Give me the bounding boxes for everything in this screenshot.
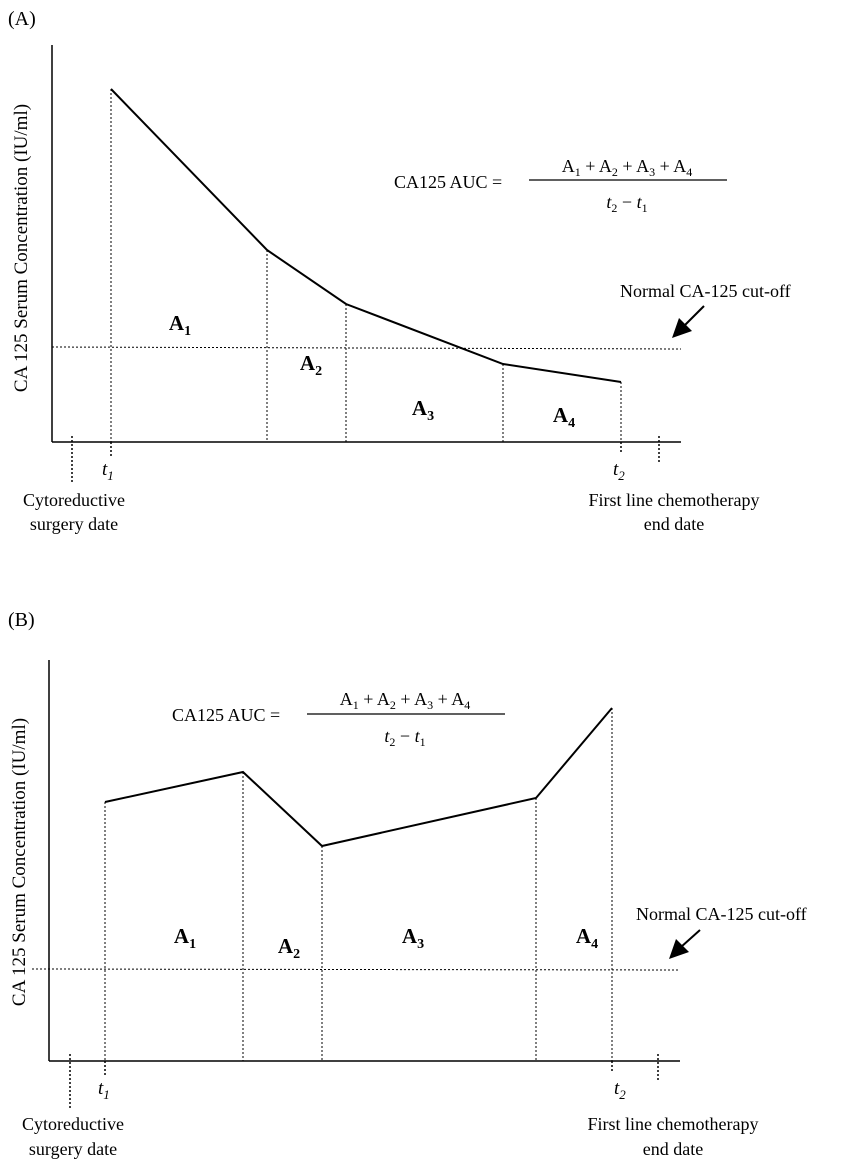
panel-b-formula-numerator: A1 + A2 + A3 + A4: [340, 689, 471, 712]
panel-a-cutoff-arrowhead: [672, 318, 692, 338]
panel-b-cutoff-arrow: [680, 929, 701, 948]
panel-a-tag: (A): [8, 8, 36, 30]
panel-b-t1-label: t1: [98, 1078, 110, 1102]
panel-b-formula-denominator: t2 − t1: [384, 726, 425, 749]
panel-a-area-a2: A2: [300, 351, 322, 379]
panel-a-area-a4: A4: [553, 403, 575, 431]
panel-a-surgery-label-line1: Cytoreductive: [23, 490, 125, 510]
panel-a-area-a3: A3: [412, 396, 434, 424]
panel-a-surgery-label-line2: surgery date: [30, 514, 118, 534]
panel-a-t1-label: t1: [102, 459, 114, 483]
panel-b-area-a2: A2: [278, 934, 300, 962]
panel-a-t2-label: t2: [613, 459, 625, 483]
panel-b-area-a1: A1: [174, 924, 196, 952]
panel-b-t2-label: t2: [614, 1078, 626, 1102]
panel-b-y-axis-label: CA 125 Serum Concentration (IU/ml): [9, 718, 30, 1006]
panel-b-chemo-end-label-line2: end date: [643, 1139, 703, 1159]
panel-a-cutoff-arrow: [683, 305, 705, 327]
panel-a-cutoff-label: Normal CA-125 cut-off: [620, 281, 791, 301]
panel-b-surgery-label-line2: surgery date: [29, 1139, 117, 1159]
panel-a: (A) CA 125 Serum Concentration (IU/ml) A…: [8, 8, 791, 534]
panel-a-area-a1: A1: [169, 311, 191, 339]
panel-a-cutoff-line: [51, 346, 682, 350]
panel-a-formula-numerator: A1 + A2 + A3 + A4: [562, 156, 693, 179]
panel-b-surgery-label-line1: Cytoreductive: [22, 1114, 124, 1134]
panel-a-concentration-curve: [110, 88, 622, 383]
panel-b-cutoff-label: Normal CA-125 cut-off: [636, 904, 807, 924]
panel-b-auc-formula: CA125 AUC = A1 + A2 + A3 + A4 t2 − t1: [172, 689, 505, 749]
panel-a-formula-lhs: CA125 AUC =: [394, 172, 502, 192]
panel-b-concentration-curve: [104, 707, 613, 848]
panel-b: (B) CA 125 Serum Concentration (IU/ml) A…: [8, 609, 807, 1159]
panel-a-auc-formula: CA125 AUC = A1 + A2 + A3 + A4 t2 − t1: [394, 156, 727, 215]
panel-b-area-a3: A3: [402, 924, 424, 952]
panel-b-area-a4: A4: [576, 924, 598, 952]
panel-b-cutoff-arrowhead: [669, 939, 689, 959]
panel-b-chemo-end-label-line1: First line chemotherapy: [588, 1114, 759, 1134]
panel-b-formula-lhs: CA125 AUC =: [172, 705, 280, 725]
panel-a-y-axis-label: CA 125 Serum Concentration (IU/ml): [11, 104, 32, 392]
panel-a-chemo-end-label-line1: First line chemotherapy: [589, 490, 760, 510]
panel-b-tag: (B): [8, 609, 35, 631]
panel-a-formula-denominator: t2 − t1: [606, 192, 647, 215]
panel-a-chemo-end-label-line2: end date: [644, 514, 704, 534]
panel-b-cutoff-line: [31, 968, 679, 971]
